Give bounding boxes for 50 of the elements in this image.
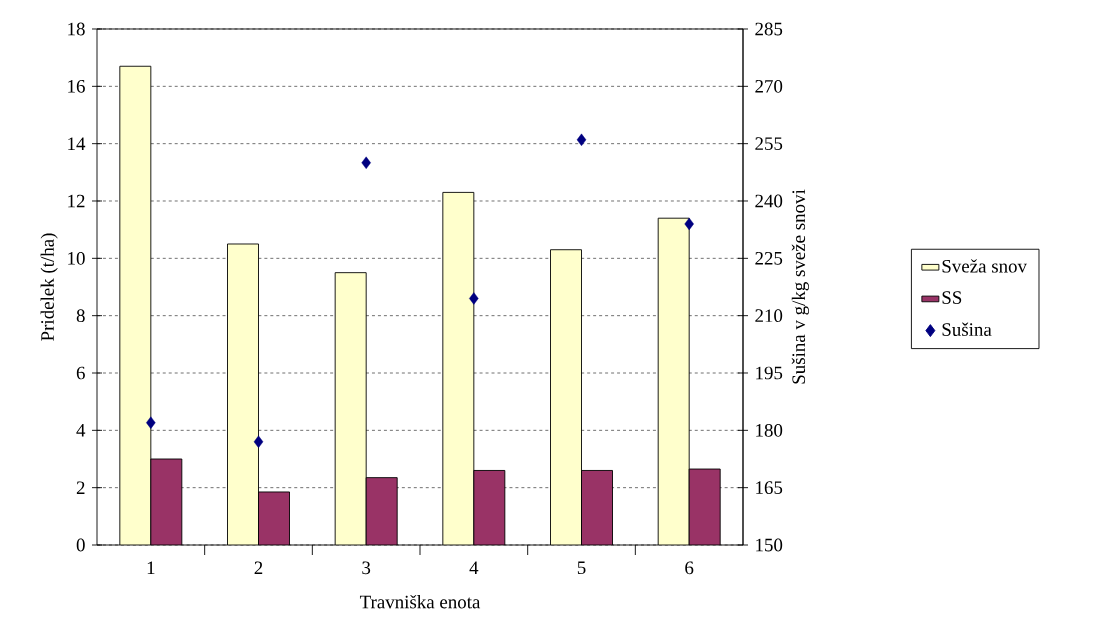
- y-tick-label: 16: [68, 79, 85, 93]
- y2-tick-label: 240: [755, 194, 783, 208]
- y2-tick-label: 195: [756, 366, 783, 380]
- x-tick-label: 3: [362, 561, 371, 575]
- legend-label: SS: [942, 291, 962, 304]
- y-tick-label: 8: [76, 309, 85, 323]
- y-tick-label: 6: [76, 366, 85, 380]
- y2-tick-label: 180: [756, 423, 783, 437]
- y2-tick-label: 270: [755, 79, 783, 93]
- point: [469, 292, 479, 305]
- y-tick-label: 0: [76, 538, 85, 552]
- y2-tick-label: 285: [755, 22, 783, 36]
- bar: [688, 468, 721, 545]
- bar: [550, 249, 582, 545]
- bar: [119, 65, 152, 545]
- y-tick-label: 4: [76, 424, 86, 437]
- y-tick-label: 12: [68, 194, 85, 208]
- x-tick-label: 1: [147, 561, 155, 575]
- point: [253, 435, 264, 448]
- y2-tick-label: 150: [756, 538, 783, 552]
- y2-tick-label: 225: [755, 251, 783, 265]
- y2-axis-title: Sušina v g/kg sveže snovi: [791, 189, 809, 384]
- y-tick-label: 18: [68, 22, 85, 36]
- y-axis-title: Pridelek (t/ha): [40, 233, 58, 341]
- bar: [657, 217, 690, 545]
- point: [684, 217, 694, 231]
- bar: [334, 272, 367, 545]
- x-axis-title: Travniška enota: [359, 595, 481, 609]
- x-tick-label: 5: [577, 561, 586, 575]
- bar: [581, 470, 613, 545]
- point: [146, 416, 156, 429]
- y-tick-label: 14: [68, 137, 86, 150]
- y-tick-label: 2: [76, 481, 85, 494]
- x-tick-label: 6: [685, 561, 694, 575]
- y2-tick-label: 210: [755, 309, 783, 323]
- y2-tick-label: 165: [756, 481, 783, 495]
- legend-label: Sušina: [942, 322, 992, 336]
- x-tick-label: 4: [469, 561, 479, 574]
- bar: [150, 458, 183, 545]
- point: [576, 133, 587, 147]
- x-tick-label: 2: [254, 561, 263, 575]
- bar: [442, 191, 475, 545]
- legend-label: Sveža snov: [942, 259, 1028, 273]
- y2-tick-label: 255: [755, 137, 783, 151]
- y-tick-label: 10: [68, 251, 85, 265]
- point: [361, 156, 371, 169]
- bar: [473, 470, 506, 545]
- bar: [258, 491, 290, 545]
- bar: [365, 477, 398, 545]
- bar: [227, 243, 259, 545]
